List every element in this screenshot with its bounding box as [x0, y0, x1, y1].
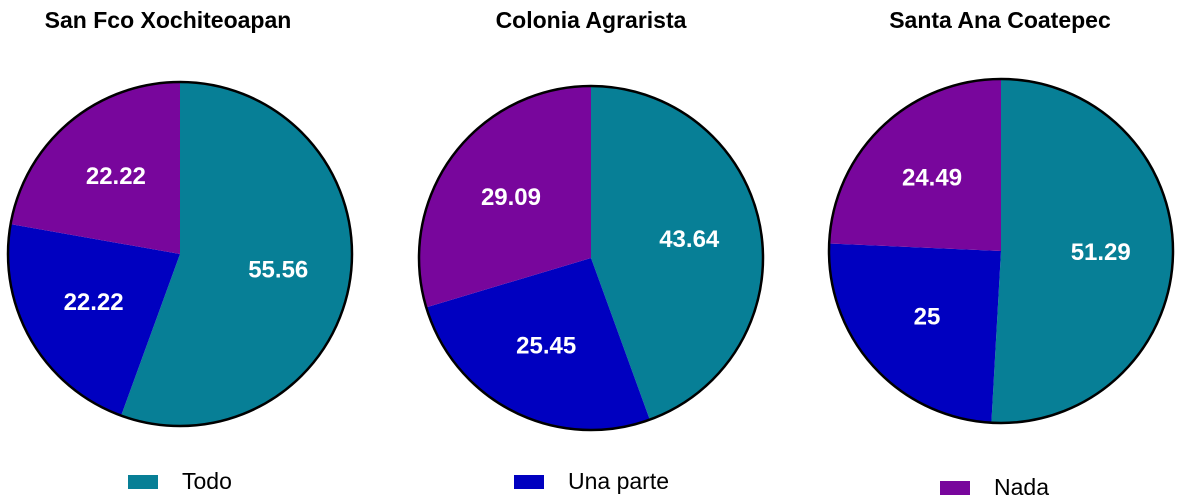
value-label: 22.22	[64, 289, 124, 316]
value-label: 51.29	[1071, 239, 1131, 266]
chart-title: Colonia Agrarista	[496, 7, 687, 33]
value-label: 25	[914, 303, 941, 330]
pie-slice	[121, 82, 352, 426]
chart-title: Santa Ana Coatepec	[889, 7, 1111, 33]
value-label: 43.64	[659, 226, 720, 253]
pie-outline	[417, 84, 765, 432]
pie-slice	[418, 86, 591, 308]
legend-swatch	[514, 475, 544, 489]
legend-swatch	[128, 475, 158, 489]
legend-label: Una parte	[568, 468, 669, 494]
pie-slice	[591, 86, 763, 420]
value-label: 24.49	[902, 164, 962, 191]
value-label: 25.45	[516, 332, 576, 359]
pie-outline	[827, 77, 1175, 425]
legend-label: Todo	[182, 468, 232, 494]
pie-slice	[991, 79, 1173, 423]
pie-outline	[6, 80, 354, 428]
chart-title: San Fco Xochiteoapan	[45, 7, 292, 33]
value-label: 29.09	[481, 184, 541, 211]
pie-slice	[829, 243, 1001, 423]
legend-label: Nada	[994, 474, 1049, 500]
pie-slice	[829, 79, 1001, 251]
legend-swatch	[940, 481, 970, 495]
value-label: 55.56	[248, 257, 308, 284]
pie-slice	[10, 82, 181, 254]
value-label: 22.22	[86, 163, 146, 190]
pie-slice	[426, 258, 650, 430]
